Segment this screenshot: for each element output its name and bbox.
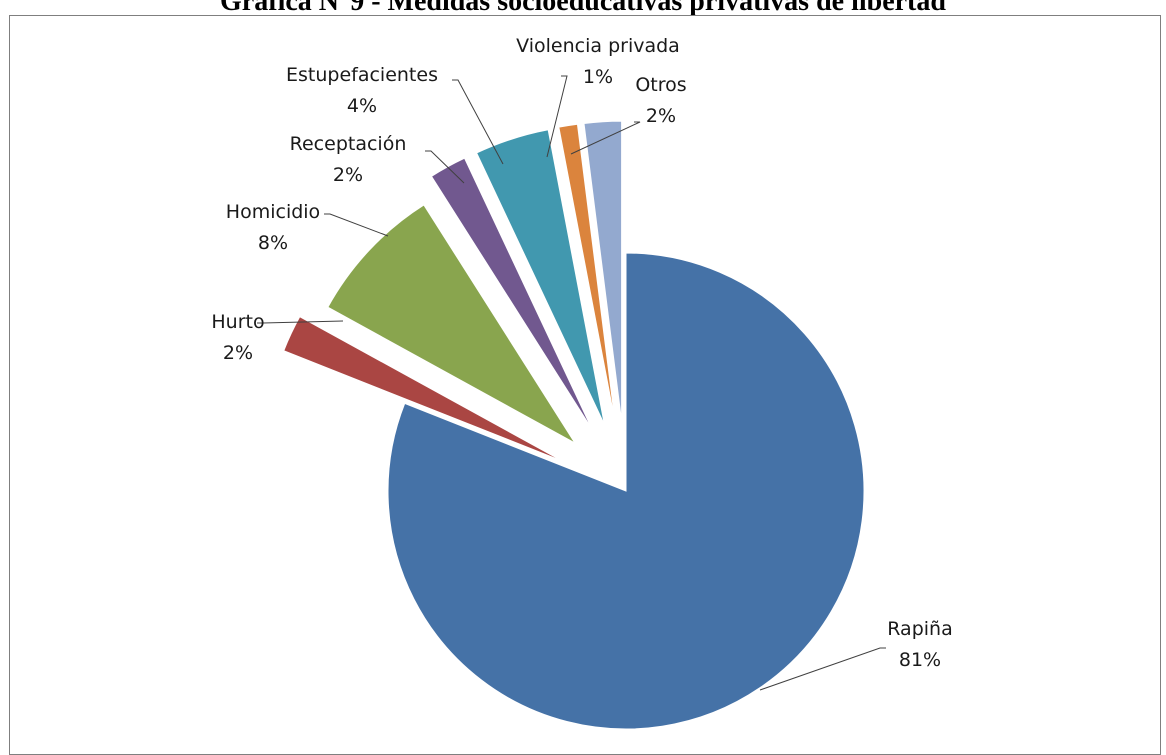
- leader-line-rapina: [759, 647, 886, 691]
- leader-lines: [257, 75, 886, 691]
- data-labels: Rapiña 81% Hurto 2% Homicidio 8% Receptación 2%…: [211, 35, 952, 671]
- leader-line-receptacion: [425, 150, 465, 184]
- leader-line-hurto: [257, 320, 344, 324]
- slice-label-homicidio: Homicidio: [226, 201, 320, 223]
- slice-label-receptacion: Receptación: [290, 133, 407, 155]
- pie-slice-estupefacientes: [475, 129, 605, 425]
- slice-value-otros: 2%: [646, 105, 676, 127]
- slice-label-violencia-privada: Violencia privada: [516, 35, 680, 57]
- slice-value-rapina: 81%: [899, 649, 941, 671]
- pie-slice-otros: [583, 120, 623, 422]
- slice-label-estupefacientes: Estupefacientes: [286, 64, 438, 86]
- pie-slice-rapina: [387, 252, 865, 730]
- pie-slice-homicidio: [327, 204, 576, 444]
- slice-value-receptacion: 2%: [333, 164, 363, 186]
- page-title: Gráfica N°9 - Medidas socioeducativas pr…: [220, 0, 946, 17]
- slice-label-rapina: Rapiña: [887, 618, 952, 640]
- slice-value-homicidio: 8%: [258, 232, 288, 254]
- leader-line-violencia-privada: [546, 75, 568, 158]
- slice-value-violencia-privada: 1%: [583, 66, 613, 88]
- leader-line-otros: [570, 121, 641, 155]
- pie-slice-hurto: [283, 315, 563, 462]
- slice-value-hurto: 2%: [223, 342, 253, 364]
- slice-value-estupefacientes: 4%: [347, 95, 377, 117]
- leader-line-estupefacientes: [452, 79, 504, 165]
- slice-label-hurto: Hurto: [211, 311, 264, 333]
- slice-label-otros: Otros: [635, 74, 686, 96]
- pie-slices: [283, 120, 865, 730]
- pie-slice-violencia-privada: [558, 123, 616, 422]
- leader-line-homicidio: [324, 213, 389, 237]
